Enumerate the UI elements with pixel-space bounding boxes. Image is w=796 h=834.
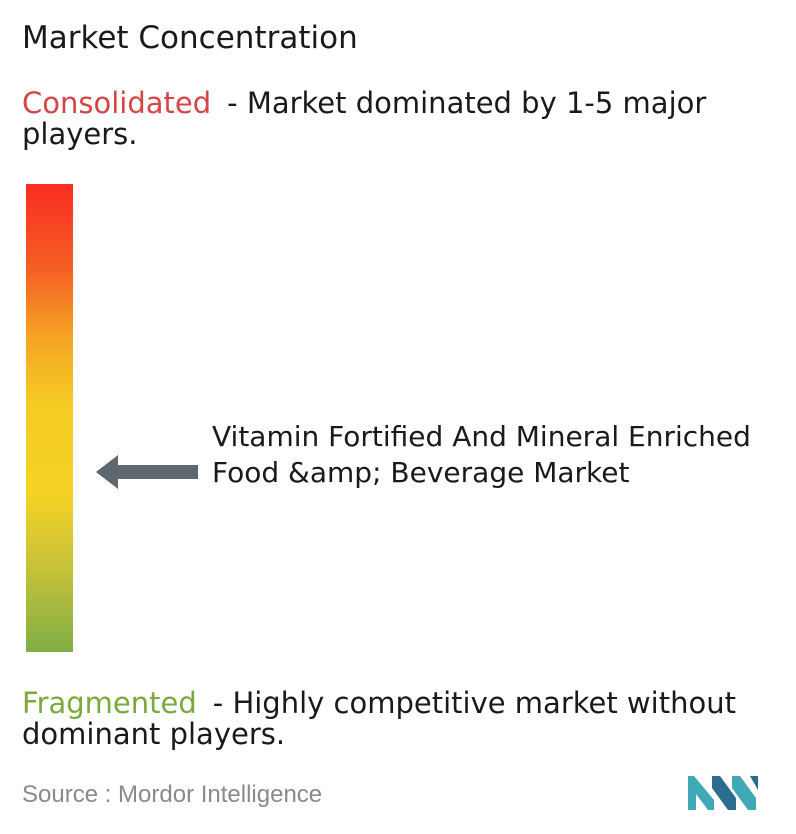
market-name-label: Vitamin Fortified And Mineral Enriched F… [212,420,751,489]
concentration-gradient-bar [26,184,73,652]
fragmented-description: - Highly competitive market without domi… [22,686,736,751]
source-text: Source : Mordor Intelligence [22,781,323,808]
fragmented-description-block: Fragmented - Highly competitive market wi… [22,688,792,750]
consolidated-description: - Market dominated by 1-5 major players. [22,86,707,151]
consolidated-description-block: Consolidated - Market dominated by 1-5 ma… [22,88,792,150]
page-title: Market Concentration [22,20,358,56]
consolidated-label: Consolidated [22,86,212,120]
mordor-intelligence-logo [688,776,758,810]
fragmented-label: Fragmented [22,686,197,720]
left-arrow-icon [96,455,198,489]
